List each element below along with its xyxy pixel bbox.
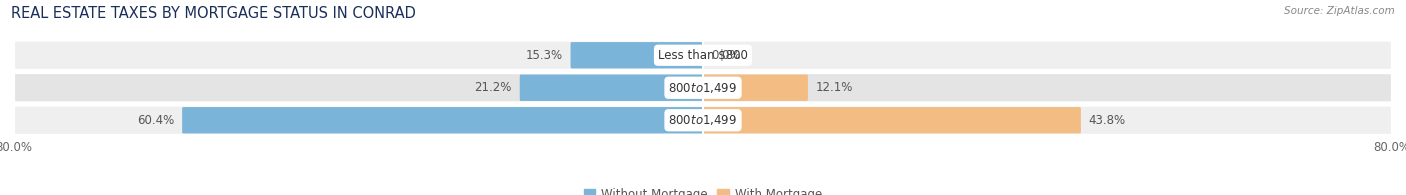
Text: 43.8%: 43.8%: [1088, 114, 1126, 127]
Text: $800 to $1,499: $800 to $1,499: [668, 81, 738, 95]
FancyBboxPatch shape: [14, 106, 1392, 135]
Text: Less than $800: Less than $800: [658, 49, 748, 62]
FancyBboxPatch shape: [183, 107, 703, 133]
FancyBboxPatch shape: [520, 74, 703, 101]
FancyBboxPatch shape: [14, 73, 1392, 102]
Text: REAL ESTATE TAXES BY MORTGAGE STATUS IN CONRAD: REAL ESTATE TAXES BY MORTGAGE STATUS IN …: [11, 6, 416, 21]
Text: $800 to $1,499: $800 to $1,499: [668, 113, 738, 127]
Text: 21.2%: 21.2%: [474, 81, 512, 94]
Text: 12.1%: 12.1%: [815, 81, 853, 94]
Legend: Without Mortgage, With Mortgage: Without Mortgage, With Mortgage: [583, 188, 823, 195]
FancyBboxPatch shape: [703, 107, 1081, 133]
FancyBboxPatch shape: [703, 74, 808, 101]
Text: 0.0%: 0.0%: [711, 49, 741, 62]
Text: 15.3%: 15.3%: [526, 49, 562, 62]
FancyBboxPatch shape: [571, 42, 703, 68]
FancyBboxPatch shape: [14, 41, 1392, 70]
Text: Source: ZipAtlas.com: Source: ZipAtlas.com: [1284, 6, 1395, 16]
Text: 60.4%: 60.4%: [136, 114, 174, 127]
